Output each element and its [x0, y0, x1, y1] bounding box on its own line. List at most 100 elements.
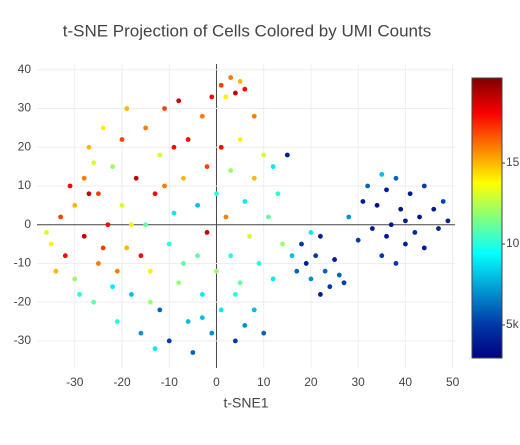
point [119, 202, 125, 208]
point [284, 152, 290, 158]
point [346, 214, 352, 220]
colorbar-tick-label: 15k [506, 155, 520, 169]
point [166, 241, 172, 247]
point [181, 261, 186, 266]
point [166, 338, 172, 344]
point [237, 79, 243, 84]
y-tick-label: 10 [18, 178, 32, 192]
x-tick-label: -10 [161, 375, 179, 389]
point [143, 222, 149, 228]
point [232, 292, 238, 297]
chart-title: t-SNE Projection of Cells Colored by UMI… [63, 21, 431, 40]
point [341, 280, 347, 286]
point [313, 253, 319, 259]
point [247, 233, 252, 239]
point [157, 307, 163, 313]
point [421, 183, 427, 189]
point [147, 268, 153, 274]
point [129, 292, 134, 297]
point [138, 253, 144, 259]
point [289, 253, 295, 259]
point [209, 94, 215, 100]
point [157, 152, 163, 158]
point [275, 191, 281, 197]
point [251, 113, 257, 119]
point [81, 233, 87, 239]
point [403, 241, 408, 247]
point [355, 237, 361, 243]
point [317, 292, 323, 297]
point [393, 261, 399, 266]
point [209, 330, 215, 336]
colorbar-tick-label: 10k [506, 236, 520, 250]
y-tick-label: 40 [18, 62, 32, 76]
point [393, 175, 399, 181]
point [294, 268, 300, 274]
point [303, 261, 309, 266]
point [232, 338, 238, 344]
point [96, 191, 101, 197]
point [308, 276, 314, 282]
point [171, 210, 177, 216]
point [251, 307, 257, 313]
point [86, 144, 92, 150]
point [91, 299, 97, 305]
y-tick-label: -30 [14, 333, 32, 347]
point [369, 226, 375, 231]
point [412, 230, 418, 235]
point [185, 137, 191, 142]
point [232, 90, 238, 96]
point [223, 94, 229, 100]
point [176, 280, 182, 286]
point [280, 241, 286, 247]
x-axis-label: t-SNE1 [223, 395, 268, 411]
point [228, 168, 234, 173]
x-tick-label: 0 [213, 375, 220, 389]
point [124, 245, 130, 251]
y-tick-label: -20 [14, 294, 32, 308]
y-tick-label: 20 [18, 139, 32, 153]
point [379, 253, 385, 259]
point [91, 160, 97, 166]
x-tick-label: 10 [257, 375, 271, 389]
point [199, 292, 205, 297]
point [440, 199, 446, 204]
point [162, 106, 167, 111]
point [445, 218, 451, 224]
point [62, 253, 68, 259]
x-tick-label: 50 [446, 375, 460, 389]
point [431, 206, 437, 212]
y-tick-label: 30 [18, 101, 32, 115]
point [53, 268, 59, 274]
point [218, 307, 224, 313]
x-tick-label: -30 [66, 375, 84, 389]
point [72, 202, 78, 208]
point [129, 222, 134, 228]
x-tick-label: 20 [304, 375, 318, 389]
point [133, 175, 139, 181]
point [308, 230, 314, 235]
point [223, 214, 229, 220]
y-tick-label: 0 [24, 217, 31, 231]
point [421, 245, 427, 251]
point [242, 86, 248, 92]
point [251, 175, 257, 181]
point [199, 113, 205, 119]
point [336, 272, 342, 278]
x-tick-label: 30 [351, 375, 365, 389]
point [110, 164, 115, 170]
point [270, 164, 276, 170]
point [181, 175, 186, 181]
point [86, 191, 92, 197]
point [204, 230, 210, 235]
point [365, 183, 371, 189]
point [218, 82, 224, 88]
colorbar [471, 77, 503, 359]
point [228, 253, 234, 259]
point [114, 268, 120, 274]
point [143, 125, 149, 131]
point [261, 330, 267, 336]
point [152, 346, 158, 352]
point [256, 261, 262, 266]
